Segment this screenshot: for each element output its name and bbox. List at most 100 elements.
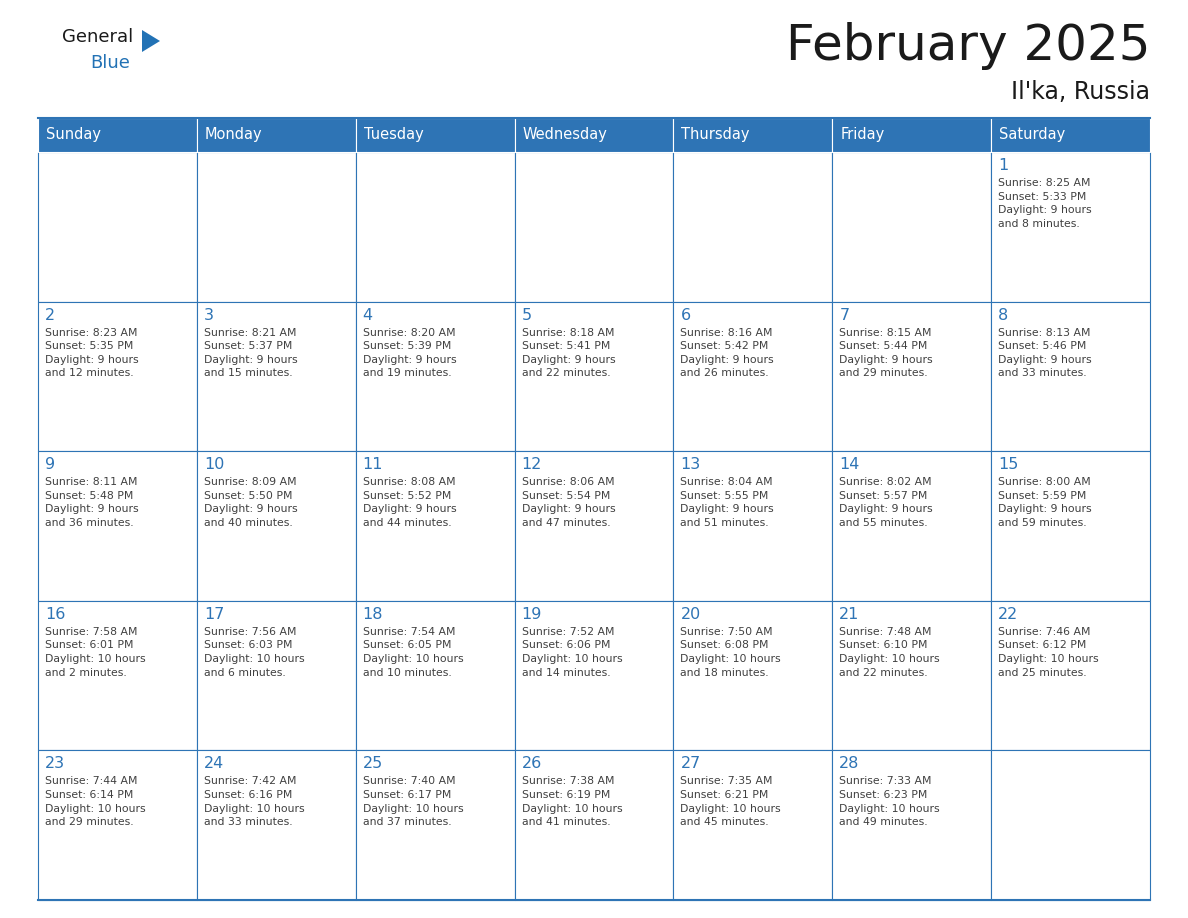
- Text: Sunrise: 7:50 AM
Sunset: 6:08 PM
Daylight: 10 hours
and 18 minutes.: Sunrise: 7:50 AM Sunset: 6:08 PM Dayligh…: [681, 627, 781, 677]
- Text: 23: 23: [45, 756, 65, 771]
- Text: 21: 21: [839, 607, 860, 621]
- Text: Sunrise: 8:04 AM
Sunset: 5:55 PM
Daylight: 9 hours
and 51 minutes.: Sunrise: 8:04 AM Sunset: 5:55 PM Dayligh…: [681, 477, 775, 528]
- Text: 10: 10: [204, 457, 225, 472]
- Text: Friday: Friday: [840, 128, 885, 142]
- Text: Sunrise: 7:54 AM
Sunset: 6:05 PM
Daylight: 10 hours
and 10 minutes.: Sunrise: 7:54 AM Sunset: 6:05 PM Dayligh…: [362, 627, 463, 677]
- FancyBboxPatch shape: [674, 152, 833, 302]
- Text: Sunrise: 7:35 AM
Sunset: 6:21 PM
Daylight: 10 hours
and 45 minutes.: Sunrise: 7:35 AM Sunset: 6:21 PM Dayligh…: [681, 777, 781, 827]
- Text: Wednesday: Wednesday: [523, 128, 607, 142]
- FancyBboxPatch shape: [991, 452, 1150, 600]
- FancyBboxPatch shape: [833, 750, 991, 900]
- Text: 13: 13: [681, 457, 701, 472]
- FancyBboxPatch shape: [991, 600, 1150, 750]
- Text: Il'ka, Russia: Il'ka, Russia: [1011, 80, 1150, 104]
- Text: 20: 20: [681, 607, 701, 621]
- FancyBboxPatch shape: [674, 118, 833, 152]
- FancyBboxPatch shape: [833, 302, 991, 452]
- Text: Sunrise: 8:23 AM
Sunset: 5:35 PM
Daylight: 9 hours
and 12 minutes.: Sunrise: 8:23 AM Sunset: 5:35 PM Dayligh…: [45, 328, 139, 378]
- FancyBboxPatch shape: [197, 750, 355, 900]
- FancyBboxPatch shape: [197, 302, 355, 452]
- Text: Blue: Blue: [90, 54, 129, 72]
- FancyBboxPatch shape: [674, 452, 833, 600]
- Text: Sunrise: 8:08 AM
Sunset: 5:52 PM
Daylight: 9 hours
and 44 minutes.: Sunrise: 8:08 AM Sunset: 5:52 PM Dayligh…: [362, 477, 456, 528]
- Text: Saturday: Saturday: [999, 128, 1066, 142]
- Text: Sunrise: 8:25 AM
Sunset: 5:33 PM
Daylight: 9 hours
and 8 minutes.: Sunrise: 8:25 AM Sunset: 5:33 PM Dayligh…: [998, 178, 1092, 229]
- FancyBboxPatch shape: [991, 302, 1150, 452]
- Text: 5: 5: [522, 308, 532, 322]
- FancyBboxPatch shape: [514, 452, 674, 600]
- Text: Sunrise: 7:56 AM
Sunset: 6:03 PM
Daylight: 10 hours
and 6 minutes.: Sunrise: 7:56 AM Sunset: 6:03 PM Dayligh…: [204, 627, 304, 677]
- FancyBboxPatch shape: [674, 750, 833, 900]
- Text: 9: 9: [45, 457, 55, 472]
- Text: Sunrise: 8:00 AM
Sunset: 5:59 PM
Daylight: 9 hours
and 59 minutes.: Sunrise: 8:00 AM Sunset: 5:59 PM Dayligh…: [998, 477, 1092, 528]
- FancyBboxPatch shape: [833, 118, 991, 152]
- FancyBboxPatch shape: [355, 750, 514, 900]
- FancyBboxPatch shape: [514, 750, 674, 900]
- Text: 27: 27: [681, 756, 701, 771]
- FancyBboxPatch shape: [355, 152, 514, 302]
- Text: Monday: Monday: [204, 128, 263, 142]
- Text: 16: 16: [45, 607, 65, 621]
- Text: 4: 4: [362, 308, 373, 322]
- Text: Sunrise: 7:38 AM
Sunset: 6:19 PM
Daylight: 10 hours
and 41 minutes.: Sunrise: 7:38 AM Sunset: 6:19 PM Dayligh…: [522, 777, 623, 827]
- FancyBboxPatch shape: [514, 118, 674, 152]
- Text: Sunrise: 7:42 AM
Sunset: 6:16 PM
Daylight: 10 hours
and 33 minutes.: Sunrise: 7:42 AM Sunset: 6:16 PM Dayligh…: [204, 777, 304, 827]
- Text: 3: 3: [204, 308, 214, 322]
- FancyBboxPatch shape: [197, 452, 355, 600]
- Text: 24: 24: [204, 756, 225, 771]
- FancyBboxPatch shape: [514, 152, 674, 302]
- Text: February 2025: February 2025: [785, 22, 1150, 70]
- FancyBboxPatch shape: [833, 152, 991, 302]
- FancyBboxPatch shape: [38, 302, 197, 452]
- Text: 12: 12: [522, 457, 542, 472]
- Text: 6: 6: [681, 308, 690, 322]
- FancyBboxPatch shape: [991, 750, 1150, 900]
- FancyBboxPatch shape: [197, 600, 355, 750]
- Text: 1: 1: [998, 158, 1009, 173]
- Text: 11: 11: [362, 457, 384, 472]
- FancyBboxPatch shape: [197, 152, 355, 302]
- FancyBboxPatch shape: [833, 600, 991, 750]
- Text: 25: 25: [362, 756, 383, 771]
- Text: 17: 17: [204, 607, 225, 621]
- FancyBboxPatch shape: [355, 118, 514, 152]
- Text: 22: 22: [998, 607, 1018, 621]
- Text: 7: 7: [839, 308, 849, 322]
- FancyBboxPatch shape: [514, 600, 674, 750]
- Text: Sunrise: 8:15 AM
Sunset: 5:44 PM
Daylight: 9 hours
and 29 minutes.: Sunrise: 8:15 AM Sunset: 5:44 PM Dayligh…: [839, 328, 933, 378]
- Text: Sunrise: 8:09 AM
Sunset: 5:50 PM
Daylight: 9 hours
and 40 minutes.: Sunrise: 8:09 AM Sunset: 5:50 PM Dayligh…: [204, 477, 297, 528]
- FancyBboxPatch shape: [38, 118, 197, 152]
- Text: Sunrise: 8:13 AM
Sunset: 5:46 PM
Daylight: 9 hours
and 33 minutes.: Sunrise: 8:13 AM Sunset: 5:46 PM Dayligh…: [998, 328, 1092, 378]
- FancyBboxPatch shape: [355, 302, 514, 452]
- Text: Thursday: Thursday: [682, 128, 750, 142]
- Text: Sunrise: 7:44 AM
Sunset: 6:14 PM
Daylight: 10 hours
and 29 minutes.: Sunrise: 7:44 AM Sunset: 6:14 PM Dayligh…: [45, 777, 146, 827]
- FancyBboxPatch shape: [833, 452, 991, 600]
- FancyBboxPatch shape: [514, 302, 674, 452]
- Text: Tuesday: Tuesday: [364, 128, 423, 142]
- Polygon shape: [143, 30, 160, 52]
- Text: Sunday: Sunday: [46, 128, 101, 142]
- FancyBboxPatch shape: [38, 452, 197, 600]
- FancyBboxPatch shape: [355, 452, 514, 600]
- Text: 8: 8: [998, 308, 1009, 322]
- Text: 26: 26: [522, 756, 542, 771]
- Text: 14: 14: [839, 457, 860, 472]
- Text: 15: 15: [998, 457, 1018, 472]
- FancyBboxPatch shape: [674, 600, 833, 750]
- Text: Sunrise: 7:48 AM
Sunset: 6:10 PM
Daylight: 10 hours
and 22 minutes.: Sunrise: 7:48 AM Sunset: 6:10 PM Dayligh…: [839, 627, 940, 677]
- FancyBboxPatch shape: [197, 118, 355, 152]
- FancyBboxPatch shape: [38, 600, 197, 750]
- FancyBboxPatch shape: [38, 750, 197, 900]
- FancyBboxPatch shape: [991, 118, 1150, 152]
- Text: Sunrise: 8:20 AM
Sunset: 5:39 PM
Daylight: 9 hours
and 19 minutes.: Sunrise: 8:20 AM Sunset: 5:39 PM Dayligh…: [362, 328, 456, 378]
- Text: Sunrise: 7:58 AM
Sunset: 6:01 PM
Daylight: 10 hours
and 2 minutes.: Sunrise: 7:58 AM Sunset: 6:01 PM Dayligh…: [45, 627, 146, 677]
- Text: 19: 19: [522, 607, 542, 621]
- FancyBboxPatch shape: [991, 152, 1150, 302]
- Text: Sunrise: 7:46 AM
Sunset: 6:12 PM
Daylight: 10 hours
and 25 minutes.: Sunrise: 7:46 AM Sunset: 6:12 PM Dayligh…: [998, 627, 1099, 677]
- Text: Sunrise: 8:16 AM
Sunset: 5:42 PM
Daylight: 9 hours
and 26 minutes.: Sunrise: 8:16 AM Sunset: 5:42 PM Dayligh…: [681, 328, 775, 378]
- Text: Sunrise: 7:40 AM
Sunset: 6:17 PM
Daylight: 10 hours
and 37 minutes.: Sunrise: 7:40 AM Sunset: 6:17 PM Dayligh…: [362, 777, 463, 827]
- Text: Sunrise: 8:06 AM
Sunset: 5:54 PM
Daylight: 9 hours
and 47 minutes.: Sunrise: 8:06 AM Sunset: 5:54 PM Dayligh…: [522, 477, 615, 528]
- Text: Sunrise: 7:33 AM
Sunset: 6:23 PM
Daylight: 10 hours
and 49 minutes.: Sunrise: 7:33 AM Sunset: 6:23 PM Dayligh…: [839, 777, 940, 827]
- Text: Sunrise: 8:11 AM
Sunset: 5:48 PM
Daylight: 9 hours
and 36 minutes.: Sunrise: 8:11 AM Sunset: 5:48 PM Dayligh…: [45, 477, 139, 528]
- Text: 2: 2: [45, 308, 55, 322]
